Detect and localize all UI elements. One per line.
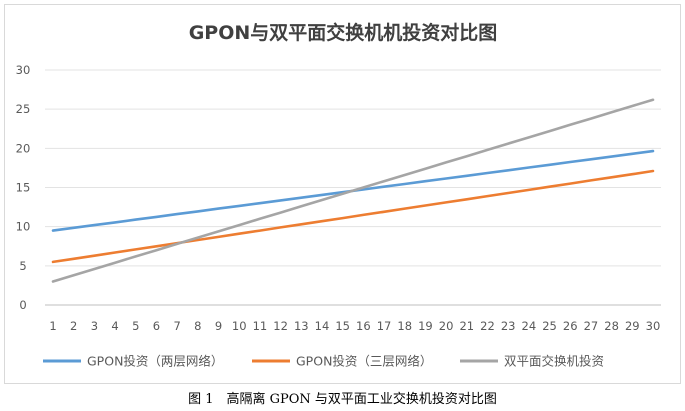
x-tick-label: 6: [153, 319, 160, 333]
x-tick-label: 24: [522, 319, 537, 333]
x-tick-label: 12: [273, 319, 288, 333]
x-tick-label: 1: [49, 319, 56, 333]
x-tick-label: 16: [356, 319, 371, 333]
x-tick-label: 27: [584, 319, 599, 333]
x-tick-label: 26: [563, 319, 578, 333]
legend-label: 双平面交换机投资: [504, 354, 604, 369]
x-tick-label: 4: [111, 319, 118, 333]
x-tick-label: 5: [132, 319, 139, 333]
legend: GPON投资（两层网络） GPON投资（三层网络） 双平面交换机投资: [43, 354, 604, 369]
x-tick-label: 19: [418, 319, 433, 333]
x-tick-label: 20: [439, 319, 454, 333]
x-tick-label: 18: [397, 319, 412, 333]
x-tick-label: 13: [294, 319, 309, 333]
x-tick-label: 23: [501, 319, 516, 333]
y-axis-ticks: 0 5 10 15 20 25 30: [16, 63, 31, 312]
x-tick-label: 25: [542, 319, 557, 333]
x-tick-label: 30: [646, 319, 661, 333]
x-tick-label: 9: [215, 319, 222, 333]
y-tick-label: 5: [19, 259, 26, 273]
x-tick-label: 22: [480, 319, 495, 333]
series-lines: [51, 98, 655, 283]
x-tick-label: 15: [335, 319, 350, 333]
x-tick-label: 7: [173, 319, 180, 333]
legend-label: GPON投资（三层网络）: [296, 354, 432, 369]
x-tick-label: 10: [232, 319, 247, 333]
x-tick-label: 14: [315, 319, 330, 333]
x-tick-label: 21: [459, 319, 474, 333]
x-tick-label: 28: [604, 319, 619, 333]
series-line-2: [51, 169, 655, 264]
series-line-3: [51, 98, 655, 283]
y-tick-label: 0: [19, 298, 26, 312]
y-tick-label: 30: [16, 63, 31, 77]
y-tick-label: 10: [16, 220, 31, 234]
y-tick-label: 20: [16, 141, 31, 155]
x-tick-label: 29: [625, 319, 640, 333]
chart-title: GPON与双平面交换机机投资对比图: [189, 21, 498, 44]
y-tick-label: 15: [16, 181, 31, 195]
x-tick-label: 3: [91, 319, 98, 333]
grid-lines: [45, 69, 661, 306]
legend-label: GPON投资（两层网络）: [87, 354, 223, 369]
y-tick-label: 25: [16, 102, 31, 116]
x-tick-label: 8: [194, 319, 201, 333]
figure-caption: 图 1 高隔离 GPON 与双平面工业交换机投资对比图: [188, 392, 497, 407]
x-tick-label: 11: [253, 319, 268, 333]
x-axis-ticks: 1 2 3 4 5 6 7 8 9 10 11 12 13 14 15 16 17 18 19 20 21 22 23 24 2…: [49, 319, 660, 333]
x-tick-label: 17: [377, 319, 392, 333]
x-tick-label: 2: [70, 319, 77, 333]
